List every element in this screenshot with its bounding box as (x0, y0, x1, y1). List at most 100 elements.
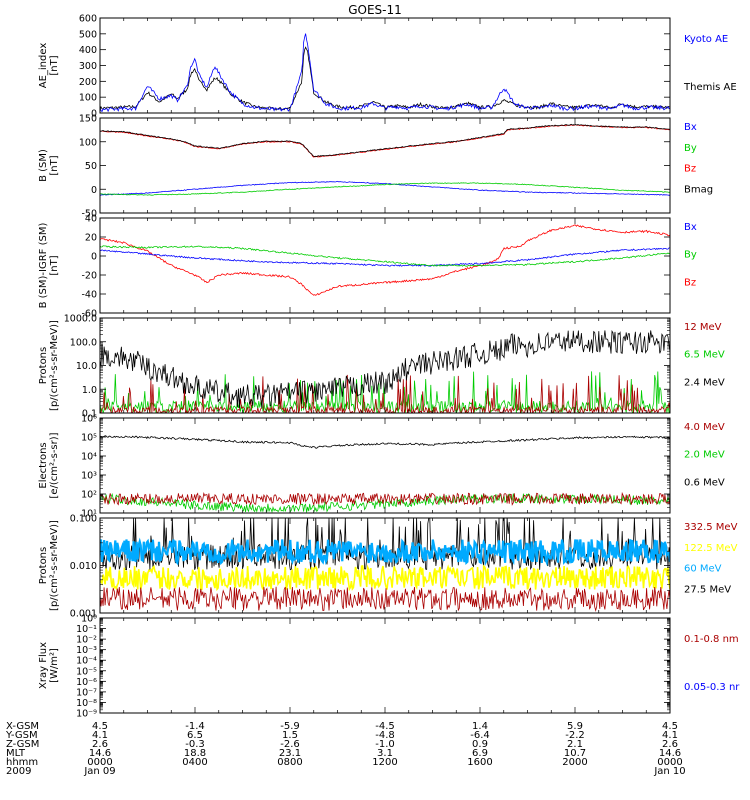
y-tick-label: 1.0 (82, 385, 97, 396)
y-tick-label: 100.0 (70, 337, 97, 348)
y-tick-label: 10⁻⁶ (76, 677, 97, 688)
y-tick-label: 0.010 (70, 561, 97, 572)
series-0-6-mev (100, 435, 670, 449)
ephemeris-value: -1.4 (185, 721, 205, 732)
ephemeris-value: -2.2 (565, 730, 585, 741)
ephemeris-value: -1.0 (375, 739, 395, 750)
y-tick-label: 300 (79, 61, 97, 72)
panel-1: 0 100 200 300 400 500 600 AE_index[nT] Kyoto AE T… (38, 14, 737, 120)
y-axis-label-line: [e/(cm²-s-sr)] (49, 432, 60, 498)
ephemeris-value: 0800 (277, 757, 302, 768)
series-kyoto-ae (100, 33, 670, 113)
y-tick-label: 0 (91, 185, 97, 196)
y-tick-label: 600 (79, 14, 97, 25)
ephemeris-value: 1600 (467, 757, 492, 768)
ephemeris-value: 10.7 (564, 748, 586, 759)
legend-item: 12 MeV (684, 322, 722, 333)
y-axis-label-line: Protons (38, 347, 49, 384)
ephemeris-value: 2.6 (92, 739, 108, 750)
ephemeris-value: 1.5 (282, 730, 298, 741)
legend-item: 0.6 MeV (684, 477, 725, 488)
legend-item: 0.05-0.3 nr (684, 682, 740, 693)
y-tick-label: 10⁻¹ (76, 624, 97, 635)
y-tick-label: 0 (91, 252, 97, 263)
panel-frame (99, 617, 671, 714)
series-4-0-mev (100, 491, 670, 507)
legend-item: 2.4 MeV (684, 377, 725, 388)
ephemeris-value: 0000 (657, 757, 682, 768)
legend-item: 122.5 MeV (684, 543, 738, 554)
legend-item: 332.5 MeV (684, 522, 738, 533)
y-axis-label-line: Electrons (38, 442, 49, 488)
ephemeris-row-label: Y-GSM (5, 730, 38, 741)
ephemeris-value: -5.9 (280, 721, 300, 732)
series-bz (100, 124, 670, 158)
ephemeris-value: 2.1 (567, 739, 583, 750)
series-bmag (100, 123, 670, 158)
y-tick-label: 100 (79, 93, 97, 104)
y-axis-label-line: Protons (38, 547, 49, 584)
legend-item: By (684, 143, 697, 154)
ephemeris-value: -4.8 (375, 730, 395, 741)
y-tick-label: 10⁻⁵ (76, 666, 97, 677)
y-axis-label: AE_index[nT] (38, 43, 60, 89)
legend-item: 60 MeV (684, 564, 722, 575)
series-332-5-mev (100, 586, 670, 612)
y-axis-label: Protons[p/(cm²-s-sr-MeV)] (38, 320, 60, 411)
y-axis-label: B (SM)-IGRF (SM)[nT] (38, 223, 60, 309)
ephemeris-value: 4.1 (92, 730, 108, 741)
panel-frame (99, 117, 671, 214)
legend-item: Kyoto AE (684, 34, 728, 45)
panel-5: 10¹ 10² 10³ 10⁴ 10⁵ 10⁶ Electrons[e/(cm²-s-sr)… (38, 414, 725, 520)
ephemeris-value: 2000 (562, 757, 587, 768)
y-axis-label-line: [W/m²] (49, 648, 60, 683)
series-bx (100, 247, 670, 267)
ephemeris-value: 6.9 (472, 748, 488, 759)
ephemeris-value: 0400 (182, 757, 207, 768)
y-axis-label: Xray Flux[W/m²] (38, 642, 60, 689)
y-tick-label: 20 (85, 233, 97, 244)
legend-item: Bmag (684, 184, 713, 195)
y-tick-label: 10⁵ (81, 433, 97, 444)
ephemeris-row-label: Z-GSM (6, 739, 39, 750)
ephemeris-value: -4.5 (375, 721, 395, 732)
y-tick-label: 0.001 (70, 609, 97, 620)
ephemeris-row-label: X-GSM (6, 721, 39, 732)
y-tick-label: 10⁴ (81, 452, 97, 463)
y-tick-label: 10⁻⁸ (76, 698, 97, 709)
legend-item: 4.0 MeV (684, 422, 725, 433)
ephemeris-value: 18.8 (184, 748, 206, 759)
ephemeris-value: 23.1 (279, 748, 301, 759)
legend-item: 0.1-0.8 nm (684, 634, 739, 645)
legend-item: Bx (684, 122, 697, 133)
legend-item: Themis AE (683, 82, 737, 93)
y-axis-label-line: B (SM)-IGRF (SM) (38, 223, 49, 309)
ephemeris-value: 2.6 (662, 739, 678, 750)
legend-item: Bx (684, 222, 697, 233)
legend-item: 2.0 MeV (684, 450, 725, 461)
ephemeris-row-label: hhmm (6, 757, 38, 768)
y-tick-label: 0.1 (82, 409, 97, 420)
y-axis-label-line: [p/(cm²-s-sr-MeV)] (49, 320, 60, 411)
ephemeris-value: 0000 (87, 757, 112, 768)
ephemeris-value: -6.4 (470, 730, 490, 741)
series-by (100, 182, 670, 196)
plot-title: GOES-11 (348, 3, 402, 17)
y-tick-label: 400 (79, 45, 97, 56)
ephemeris-row-label: 2009 (6, 766, 31, 777)
ephemeris-row-label: MLT (6, 748, 26, 759)
ephemeris-value: Jan 09 (83, 766, 115, 777)
ephemeris-value: 3.1 (377, 748, 393, 759)
y-tick-label: -50 (81, 209, 97, 220)
y-axis-label-line: [p/(cm²-s-sr-MeV)] (49, 520, 60, 611)
y-tick-label: 50 (85, 161, 97, 172)
y-tick-label: 10² (81, 490, 97, 501)
y-tick-label: 10⁻² (76, 635, 97, 646)
ephemeris-value: 6.5 (187, 730, 203, 741)
legend-item: Bz (684, 277, 696, 288)
legend-item: 27.5 MeV (684, 584, 731, 595)
y-tick-label: 10⁻⁷ (76, 687, 97, 698)
y-axis-label-line: [nT] (49, 255, 60, 275)
